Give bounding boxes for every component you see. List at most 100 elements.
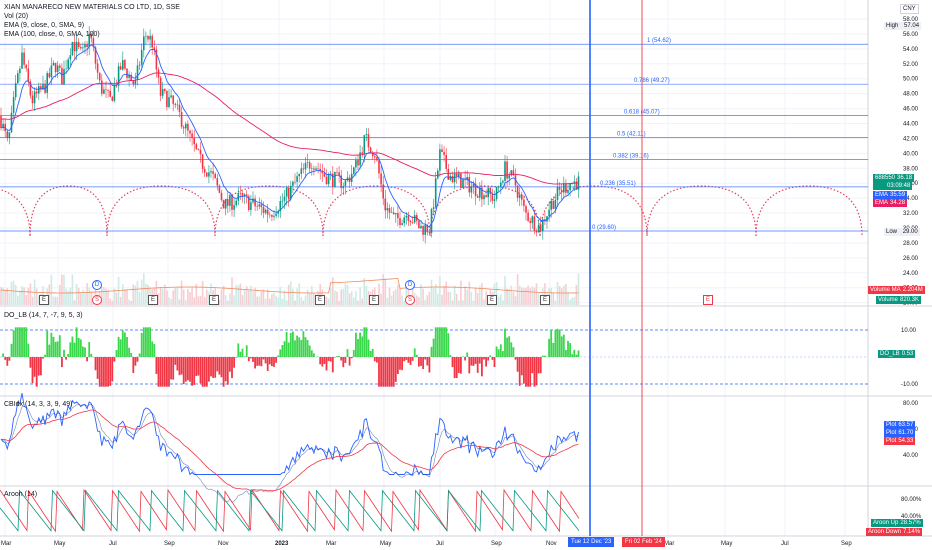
volume-bar [535, 283, 538, 305]
do-lb-bar [502, 351, 504, 357]
volume-bar [441, 294, 443, 305]
do-lb-bar [287, 342, 290, 357]
volume-bar [21, 286, 23, 305]
do-lb-bar [134, 357, 137, 366]
volume-bar [241, 295, 244, 305]
candle-body [151, 35, 153, 48]
volume-bar [359, 287, 361, 305]
do-lb-bar [432, 338, 435, 357]
earnings-marker[interactable]: E [148, 295, 158, 305]
candle-body [508, 175, 510, 179]
fib-retracement[interactable]: 1 (54.62)0.786 (49.27)0.618 (45.07)0.5 (… [0, 38, 868, 232]
do-lb-bar [359, 332, 361, 357]
do-lb-bar [296, 335, 298, 357]
candle-body [409, 220, 412, 223]
candle-body [25, 64, 27, 69]
candle-body [107, 89, 109, 91]
legend-cbidx[interactable]: CBIdx (14, 3, 3, 9, 49) [4, 401, 73, 408]
candle-body [422, 225, 424, 235]
do-lb-bar [216, 357, 219, 372]
earnings-marker[interactable]: E [315, 295, 325, 305]
earnings-marker[interactable]: E [487, 295, 497, 305]
do-lb-bar [508, 336, 511, 357]
candle-body [567, 190, 569, 193]
candle-body [245, 194, 248, 197]
do-lb-bar [21, 327, 23, 357]
do-lb-bar [56, 341, 59, 357]
volume-bar [237, 285, 240, 305]
do-lb-bar [113, 357, 116, 362]
volume-bar [287, 284, 290, 305]
do-lb-bar [109, 357, 112, 386]
date-badge-red[interactable]: Fri 02 Feb '24 [622, 537, 665, 547]
volume-bar [166, 290, 168, 305]
currency-label[interactable]: CNY [900, 4, 919, 14]
close-value: 36.18 [897, 175, 913, 181]
earnings-marker[interactable]: E [703, 295, 713, 305]
do-lb-bar [77, 337, 80, 357]
candle-body [462, 179, 464, 189]
candle-body [229, 195, 231, 206]
volume-bar [525, 287, 527, 305]
do-lb-bar [42, 357, 44, 359]
volume-bar [193, 297, 195, 305]
do-lb-bar [365, 327, 368, 357]
do-lb-bar [189, 357, 191, 382]
volume-bar [424, 299, 426, 305]
earnings-marker[interactable]: E [369, 295, 379, 305]
volume-bar [325, 296, 328, 305]
ema2-value: 34.28 [890, 200, 906, 206]
candle-body [117, 66, 120, 86]
dividend-marker[interactable]: D [92, 280, 102, 290]
do-lb-bar [222, 357, 225, 387]
do-lb-bar [25, 327, 28, 357]
time-tick-label: May [54, 541, 65, 547]
time-tick-label: May [721, 541, 732, 547]
legend-do-lb[interactable]: DO_LB (14, 7, -7, 9, 5, 3) [4, 312, 83, 319]
vertical-date-lines[interactable] [589, 0, 643, 536]
chart-title: XIAN MANARECO NEW MATERIALS CO LTD, 1D, … [4, 4, 180, 11]
do-lb-bar [516, 357, 519, 372]
volume-bar [73, 300, 76, 305]
volume-bar [31, 296, 34, 305]
legend-aroon[interactable]: Aroon (14) [4, 491, 38, 498]
volume-bar [122, 284, 124, 305]
time-tick-label: Mar [326, 541, 336, 547]
price-tick-label: 46.00 [903, 107, 919, 113]
date-badge-blue[interactable]: Tue 12 Dec '23 [568, 537, 615, 547]
price-tick-label: 52.00 [903, 62, 919, 68]
price-tick-label: 26.00 [903, 256, 919, 262]
volume-bar [56, 296, 59, 305]
candle-body [264, 209, 267, 213]
volume-bar [357, 300, 359, 305]
candle-body [199, 149, 202, 155]
candle-body [222, 199, 225, 209]
do-lb-bar [75, 327, 78, 357]
earnings-marker[interactable]: E [39, 295, 49, 305]
legend-main[interactable]: XIAN MANARECO NEW MATERIALS CO LTD, 1D, … [4, 3, 180, 39]
do-lb-bar [476, 357, 479, 373]
split-marker[interactable]: S [92, 295, 102, 305]
cbidx-plot2-label: Plot [886, 430, 897, 436]
do-lb-bar [37, 357, 40, 376]
volume-bar [128, 299, 130, 305]
do-lb-bar [23, 327, 25, 357]
earnings-marker[interactable]: E [209, 295, 219, 305]
do-lb-bar [182, 357, 185, 385]
axes: 58.00 56.00 54.00 52.00 50.00 48.00 46.00 44.00… [1, 17, 922, 547]
split-marker[interactable]: S [405, 295, 415, 305]
earnings-marker[interactable]: E [540, 295, 550, 305]
volume-bar [485, 290, 487, 305]
do-lb-bar [124, 332, 126, 357]
volume-bar [279, 286, 282, 305]
volume-bar [462, 300, 464, 305]
cycle-arc [106, 185, 216, 237]
volume-bar [380, 293, 382, 305]
dividend-marker[interactable]: D [405, 280, 415, 290]
low-value: 29.00 [902, 229, 918, 235]
candle-body [392, 212, 395, 215]
do-lb-bar [224, 357, 227, 382]
do-lb-bar [254, 357, 256, 369]
do-lb-bar [478, 357, 481, 364]
